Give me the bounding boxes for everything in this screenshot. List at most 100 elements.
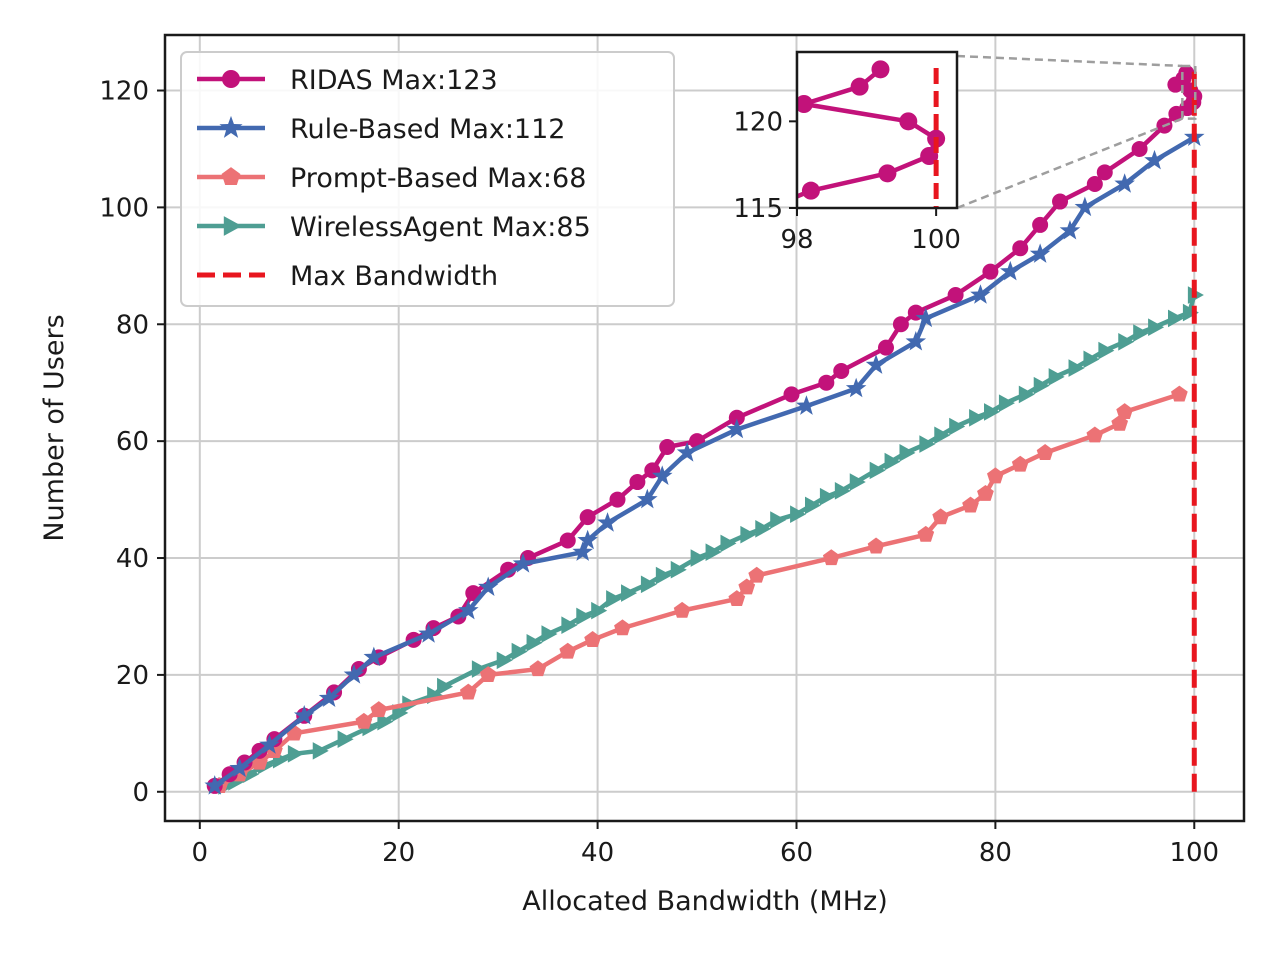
data-point [818, 374, 835, 391]
data-point [1131, 140, 1148, 157]
inset-background [797, 52, 957, 208]
data-point [355, 712, 373, 729]
data-point [673, 601, 691, 618]
data-point [418, 623, 439, 643]
legend-entry: WirelessAgent Max:85 [197, 212, 591, 243]
data-point [377, 712, 394, 731]
data-point [822, 549, 840, 566]
inset-x-tick-label: 100 [911, 225, 961, 255]
data-point [869, 461, 886, 480]
data-point [640, 575, 657, 594]
y-tick-label: 20 [116, 661, 149, 691]
inset-plot [797, 60, 946, 208]
data-point [471, 660, 488, 678]
x-tick-label: 40 [581, 838, 614, 868]
data-point [572, 541, 593, 561]
data-point [805, 496, 822, 515]
y-tick-label: 100 [99, 193, 149, 223]
legend-label: Prompt-Based Max:68 [290, 163, 586, 194]
data-point [1011, 455, 1029, 472]
data-point [1018, 385, 1035, 404]
data-point [1118, 333, 1135, 351]
data-point [655, 566, 672, 585]
data-point [1032, 216, 1049, 233]
data-point [998, 394, 1015, 412]
data-point [819, 487, 836, 506]
zoom-connector [956, 117, 1183, 210]
data-point [867, 537, 885, 554]
data-point [651, 465, 673, 485]
data-point [479, 666, 497, 683]
x-tick-label: 0 [192, 838, 209, 868]
main-ticks: 0 20 40 60 80 100 0 20 40 60 80 100 120 [99, 77, 1219, 868]
data-point [705, 543, 722, 561]
x-axis-label: Allocated Bandwidth (MHz) [522, 886, 887, 917]
inset-data-point [871, 60, 890, 79]
data-point [204, 775, 225, 795]
data-point [511, 642, 528, 661]
data-point [748, 566, 766, 583]
data-point [770, 511, 787, 529]
data-point [917, 525, 935, 542]
data-point [892, 316, 909, 333]
legend-label: WirelessAgent Max:85 [290, 212, 591, 243]
data-point [1167, 309, 1184, 328]
legend-swatch-marker [221, 167, 241, 186]
inset-frame [795, 50, 959, 210]
data-point [1114, 173, 1135, 193]
data-point [783, 386, 800, 403]
data-point [343, 664, 365, 684]
legend-label: Max Bandwidth [290, 261, 498, 292]
x-tick-label: 100 [1169, 838, 1219, 868]
data-point [1083, 350, 1100, 369]
data-point [670, 560, 687, 579]
data-point [987, 467, 1004, 484]
data-point [229, 757, 250, 778]
data-point [1029, 243, 1051, 263]
legend-entry: Max Bandwidth [197, 261, 498, 292]
y-tick-label: 60 [116, 427, 149, 457]
inset-data-point [797, 95, 813, 113]
data-point [477, 576, 499, 596]
plot-frame [163, 33, 1246, 823]
data-point [726, 418, 748, 439]
data-point [932, 508, 950, 525]
data-point [833, 363, 850, 380]
zoom-indicator [956, 54, 1197, 210]
inset-data-point [801, 181, 820, 200]
inset-x-tick-label: 98 [780, 225, 813, 255]
series-2 [211, 385, 1188, 794]
data-point [676, 442, 698, 462]
inset-data-point [878, 164, 897, 183]
data-point [363, 646, 385, 667]
legend-entry: RIDAS Max:123 [197, 65, 498, 96]
data-point [1012, 240, 1029, 257]
data-point [561, 616, 578, 635]
data-point [905, 331, 927, 351]
data-point [312, 742, 329, 760]
series-1 [204, 126, 1205, 795]
data-point [796, 395, 817, 415]
data-point [984, 403, 1001, 421]
data-point [576, 607, 593, 626]
data-point [287, 745, 304, 763]
data-point [637, 488, 658, 509]
legend-swatch-marker [222, 70, 240, 88]
data-point [1052, 193, 1069, 210]
data-point [597, 512, 618, 532]
x-tick-label: 80 [979, 838, 1012, 868]
data-point [1182, 303, 1199, 322]
data-point [1048, 368, 1065, 386]
main-series [204, 64, 1205, 795]
data-point [962, 496, 979, 513]
data-point [496, 651, 513, 670]
data-point [659, 438, 676, 455]
main-frame [163, 33, 1246, 823]
data-point [621, 584, 638, 602]
inset-y-tick-label: 115 [733, 194, 783, 224]
data-point [1000, 260, 1021, 281]
inset-data-point [899, 112, 918, 131]
legend-entry: Prompt-Based Max:68 [197, 163, 586, 194]
legend-box [180, 51, 675, 307]
